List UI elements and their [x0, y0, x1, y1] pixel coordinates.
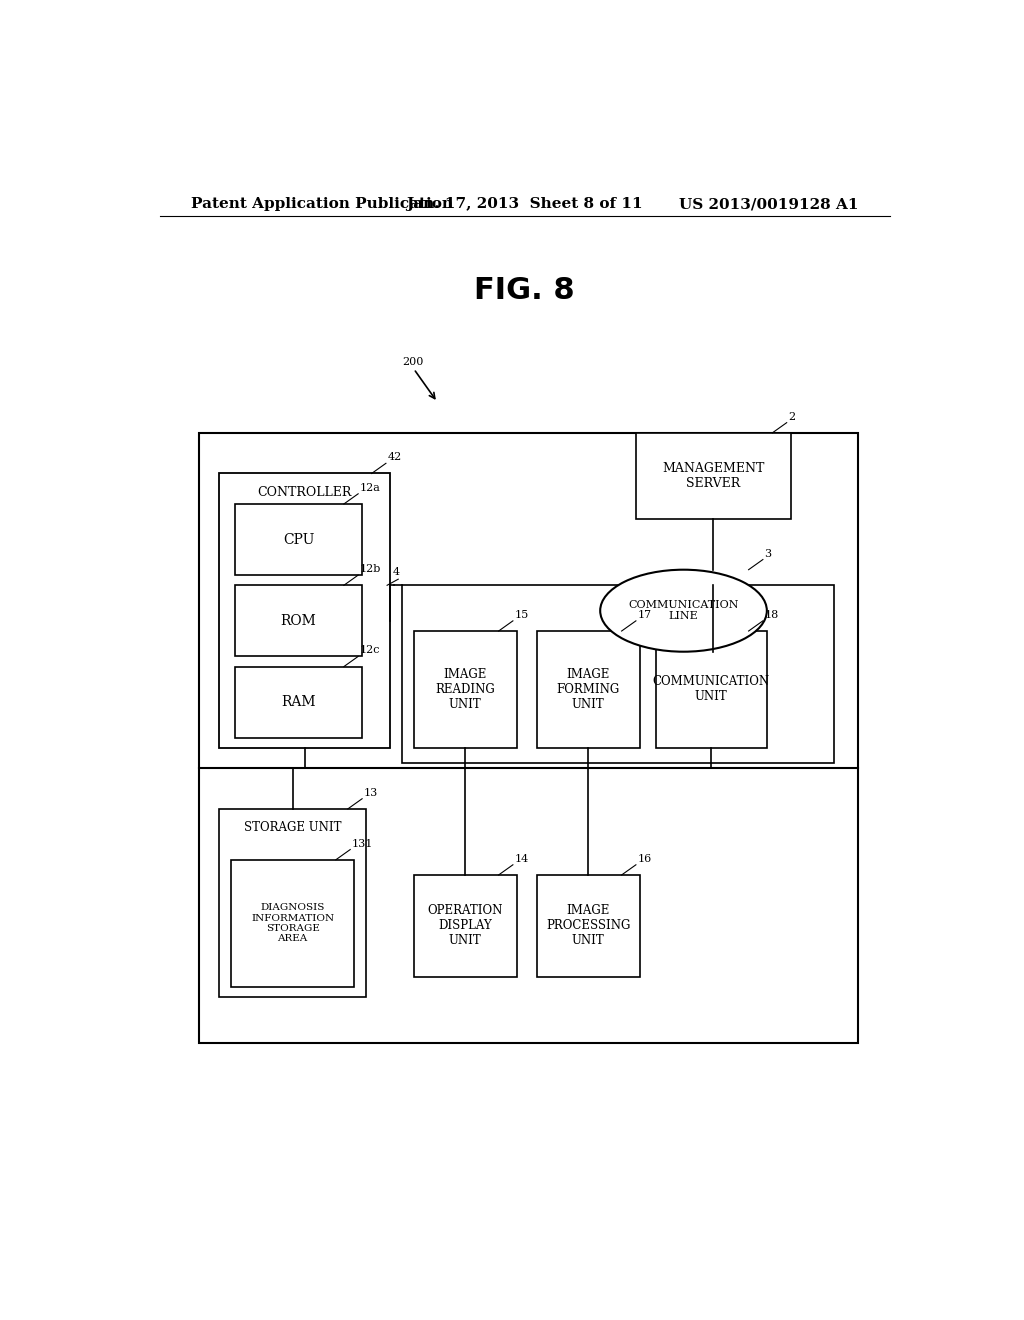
- Text: OPERATION
DISPLAY
UNIT: OPERATION DISPLAY UNIT: [428, 904, 503, 948]
- Bar: [236, 504, 362, 576]
- Text: IMAGE
READING
UNIT: IMAGE READING UNIT: [435, 668, 496, 711]
- Bar: [231, 859, 354, 987]
- Bar: [414, 875, 517, 977]
- Bar: [236, 585, 362, 656]
- Bar: [219, 474, 390, 748]
- Text: 131: 131: [352, 838, 373, 849]
- Text: RAM: RAM: [282, 696, 315, 709]
- Text: DIAGNOSIS
INFORMATION
STORAGE
AREA: DIAGNOSIS INFORMATION STORAGE AREA: [251, 903, 334, 944]
- Bar: [414, 631, 517, 748]
- Text: 16: 16: [638, 854, 651, 863]
- Text: FIG. 8: FIG. 8: [474, 276, 575, 305]
- Bar: [655, 631, 767, 748]
- Text: COMMUNICATION
UNIT: COMMUNICATION UNIT: [652, 676, 770, 704]
- Ellipse shape: [600, 570, 767, 652]
- Text: IMAGE
PROCESSING
UNIT: IMAGE PROCESSING UNIT: [546, 904, 631, 948]
- Text: 2: 2: [788, 412, 796, 421]
- Text: 15: 15: [514, 610, 528, 620]
- Bar: [401, 585, 835, 763]
- Text: ROM: ROM: [281, 614, 316, 628]
- Text: 12b: 12b: [359, 564, 381, 574]
- Text: 18: 18: [765, 610, 778, 620]
- Text: 12c: 12c: [359, 645, 380, 656]
- Text: Patent Application Publication: Patent Application Publication: [191, 197, 454, 211]
- Text: 13: 13: [364, 788, 378, 797]
- Bar: [236, 667, 362, 738]
- Bar: [200, 433, 858, 1043]
- Text: 3: 3: [765, 549, 772, 558]
- Text: IMAGE
FORMING
UNIT: IMAGE FORMING UNIT: [557, 668, 620, 711]
- Bar: [219, 809, 367, 997]
- Text: Jan. 17, 2013  Sheet 8 of 11: Jan. 17, 2013 Sheet 8 of 11: [407, 197, 643, 211]
- Bar: [537, 875, 640, 977]
- Text: US 2013/0019128 A1: US 2013/0019128 A1: [679, 197, 858, 211]
- Text: MANAGEMENT
SERVER: MANAGEMENT SERVER: [663, 462, 765, 490]
- Text: 42: 42: [387, 453, 401, 462]
- Text: COMMUNICATION
LINE: COMMUNICATION LINE: [629, 599, 738, 622]
- Text: 14: 14: [514, 854, 528, 863]
- Text: 4: 4: [393, 568, 400, 577]
- Text: CONTROLLER: CONTROLLER: [257, 486, 352, 499]
- Text: 200: 200: [401, 356, 423, 367]
- Bar: [636, 433, 791, 519]
- Text: 17: 17: [638, 610, 651, 620]
- Text: CPU: CPU: [283, 532, 314, 546]
- Text: 12a: 12a: [359, 483, 381, 492]
- Bar: [537, 631, 640, 748]
- Text: STORAGE UNIT: STORAGE UNIT: [244, 821, 341, 834]
